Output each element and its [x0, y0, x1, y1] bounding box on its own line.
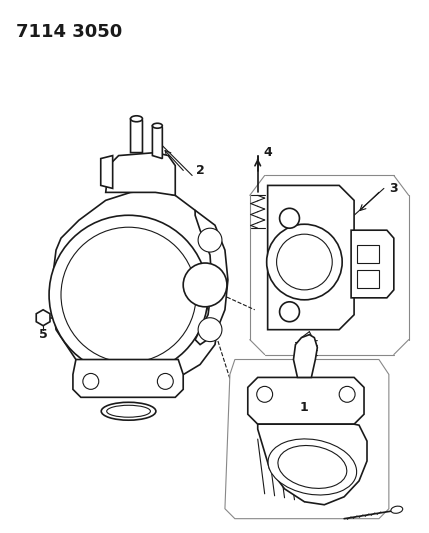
Circle shape: [267, 224, 342, 300]
Polygon shape: [152, 126, 162, 158]
Ellipse shape: [152, 123, 162, 128]
Text: 4: 4: [263, 146, 272, 159]
Circle shape: [198, 318, 222, 342]
Circle shape: [257, 386, 272, 402]
Text: 5: 5: [39, 328, 48, 341]
Circle shape: [280, 208, 299, 228]
Circle shape: [61, 227, 196, 362]
Polygon shape: [258, 424, 367, 505]
Polygon shape: [248, 377, 364, 424]
Circle shape: [83, 374, 99, 389]
Polygon shape: [293, 335, 317, 377]
Circle shape: [49, 215, 208, 375]
Text: 3: 3: [390, 182, 398, 195]
Polygon shape: [101, 156, 113, 188]
Ellipse shape: [278, 446, 347, 488]
Polygon shape: [51, 190, 220, 384]
Polygon shape: [130, 119, 142, 152]
Ellipse shape: [130, 116, 142, 122]
Polygon shape: [225, 360, 389, 519]
Circle shape: [280, 302, 299, 322]
Circle shape: [198, 228, 222, 252]
Circle shape: [183, 263, 227, 307]
Polygon shape: [36, 310, 50, 326]
Polygon shape: [268, 185, 354, 330]
Text: 1: 1: [300, 401, 309, 414]
Ellipse shape: [107, 405, 151, 417]
Circle shape: [339, 386, 355, 402]
Polygon shape: [351, 230, 394, 298]
Ellipse shape: [391, 506, 403, 513]
Bar: [357, 270, 379, 288]
Circle shape: [277, 234, 332, 290]
Circle shape: [157, 374, 173, 389]
Text: 7114 3050: 7114 3050: [16, 23, 123, 41]
Polygon shape: [195, 211, 228, 345]
Ellipse shape: [101, 402, 156, 420]
Polygon shape: [106, 152, 175, 196]
Polygon shape: [73, 360, 183, 397]
Bar: [357, 245, 379, 263]
Ellipse shape: [268, 439, 356, 495]
Text: 2: 2: [196, 164, 205, 177]
